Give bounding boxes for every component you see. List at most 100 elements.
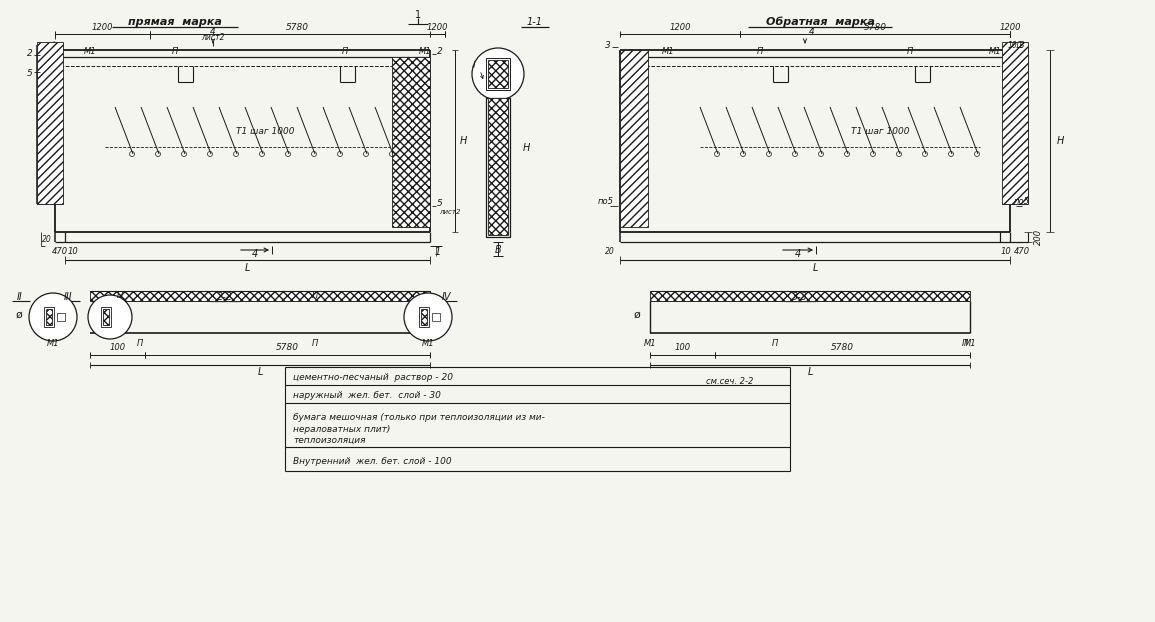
Text: см.сеч. 2-2: см.сеч. 2-2 [707, 376, 754, 386]
Text: 20: 20 [42, 236, 52, 244]
Bar [650, 291, 970, 301]
Text: L: L [245, 263, 249, 273]
Text: H: H [460, 136, 467, 146]
Bar [100, 307, 111, 327]
Text: теплоизоляция: теплоизоляция [293, 435, 365, 445]
Text: 10: 10 [68, 246, 79, 256]
Text: II: II [17, 292, 23, 302]
Bar [37, 42, 64, 204]
Bar [57, 313, 65, 321]
Text: Внутренний  жел. бет. слой - 100: Внутренний жел. бет. слой - 100 [293, 457, 452, 465]
Bar [489, 98, 508, 235]
Bar [103, 309, 109, 325]
Text: 1: 1 [415, 10, 422, 20]
Text: П: П [172, 47, 178, 55]
Text: М1: М1 [989, 47, 1001, 55]
Text: 1200: 1200 [669, 22, 691, 32]
Text: L: L [258, 367, 262, 377]
Text: 1200: 1200 [999, 22, 1021, 32]
Text: Т1 шаг 1000: Т1 шаг 1000 [236, 128, 295, 136]
Text: П: П [772, 338, 778, 348]
Text: 1: 1 [435, 247, 441, 257]
Text: 3: 3 [1019, 40, 1024, 50]
Text: М1: М1 [418, 47, 431, 55]
Text: 20: 20 [605, 246, 614, 256]
Text: нераловатных плит): нераловатных плит) [293, 424, 390, 434]
Text: B: B [494, 245, 501, 255]
Bar [46, 309, 52, 325]
Text: П: П [907, 47, 914, 55]
Circle shape [472, 48, 524, 100]
Bar [489, 60, 508, 88]
Text: по5: по5 [598, 198, 614, 207]
Text: прямая  марка: прямая марка [128, 17, 222, 27]
Text: лист2: лист2 [201, 34, 225, 42]
Text: П: П [342, 47, 348, 55]
Text: 5780: 5780 [276, 343, 299, 353]
Text: 470: 470 [1014, 246, 1030, 256]
Text: 5: 5 [437, 200, 442, 208]
Text: Обратная  марка: Обратная марка [766, 17, 874, 27]
Text: 4: 4 [252, 249, 258, 259]
Text: L: L [807, 367, 813, 377]
Text: П: П [962, 338, 968, 348]
Text: 100: 100 [110, 343, 126, 353]
Text: Т1 шаг 1000: Т1 шаг 1000 [851, 128, 909, 136]
Text: 4: 4 [210, 27, 216, 35]
Bar [422, 309, 427, 325]
Text: ø: ø [16, 310, 22, 320]
Text: П: П [117, 290, 124, 300]
Text: 5780: 5780 [286, 22, 310, 32]
Text: 1200: 1200 [426, 22, 448, 32]
Text: 470: 470 [52, 246, 68, 256]
Text: 4: 4 [795, 249, 802, 259]
Text: 2: 2 [27, 49, 32, 57]
Text: 3-3: 3-3 [792, 292, 808, 302]
Text: 1200: 1200 [91, 22, 113, 32]
Text: цементно-песчаный  раствор - 20: цементно-песчаный раствор - 20 [293, 373, 453, 381]
Text: H: H [522, 143, 530, 153]
Text: 100: 100 [675, 343, 691, 353]
Circle shape [29, 293, 77, 341]
Text: лист2: лист2 [439, 209, 461, 215]
Text: IV: IV [441, 292, 450, 302]
Bar [90, 291, 430, 301]
Bar [620, 50, 648, 227]
Text: бумага мешочная (только при теплоизоляции из ми-: бумага мешочная (только при теплоизоляци… [293, 414, 545, 422]
Bar [44, 307, 54, 327]
Text: 1-1: 1-1 [527, 17, 543, 27]
Text: 100: 100 [1007, 42, 1022, 50]
Text: по5: по5 [1014, 198, 1030, 207]
Text: П: П [757, 47, 763, 55]
Text: наружный  жел. бет.  слой - 30: наружный жел. бет. слой - 30 [293, 391, 441, 399]
Text: М1: М1 [422, 338, 434, 348]
Text: 4: 4 [810, 27, 815, 35]
Text: М1: М1 [963, 338, 976, 348]
Bar [432, 313, 440, 321]
Text: П: П [137, 338, 143, 348]
Text: 200: 200 [1034, 229, 1043, 245]
Text: П: П [312, 338, 318, 348]
Text: П: П [312, 290, 318, 300]
Circle shape [404, 293, 452, 341]
Text: 3: 3 [605, 40, 611, 50]
Text: III: III [64, 292, 73, 302]
Text: ø: ø [634, 310, 640, 320]
Text: М1: М1 [643, 338, 656, 348]
Text: I: I [472, 62, 476, 70]
Text: L: L [812, 263, 818, 273]
Text: 2-2: 2-2 [217, 292, 233, 302]
Text: 10: 10 [1000, 246, 1012, 256]
Circle shape [88, 295, 132, 339]
Bar [392, 57, 430, 227]
Bar [419, 307, 429, 327]
Text: 5780: 5780 [864, 22, 887, 32]
Text: 5: 5 [27, 70, 32, 78]
Bar [486, 58, 511, 90]
Bar [486, 98, 511, 237]
Text: М1: М1 [46, 338, 59, 348]
Bar [1003, 42, 1028, 204]
Text: 5780: 5780 [830, 343, 854, 353]
Text: М1: М1 [662, 47, 675, 55]
Text: 2: 2 [437, 47, 442, 57]
